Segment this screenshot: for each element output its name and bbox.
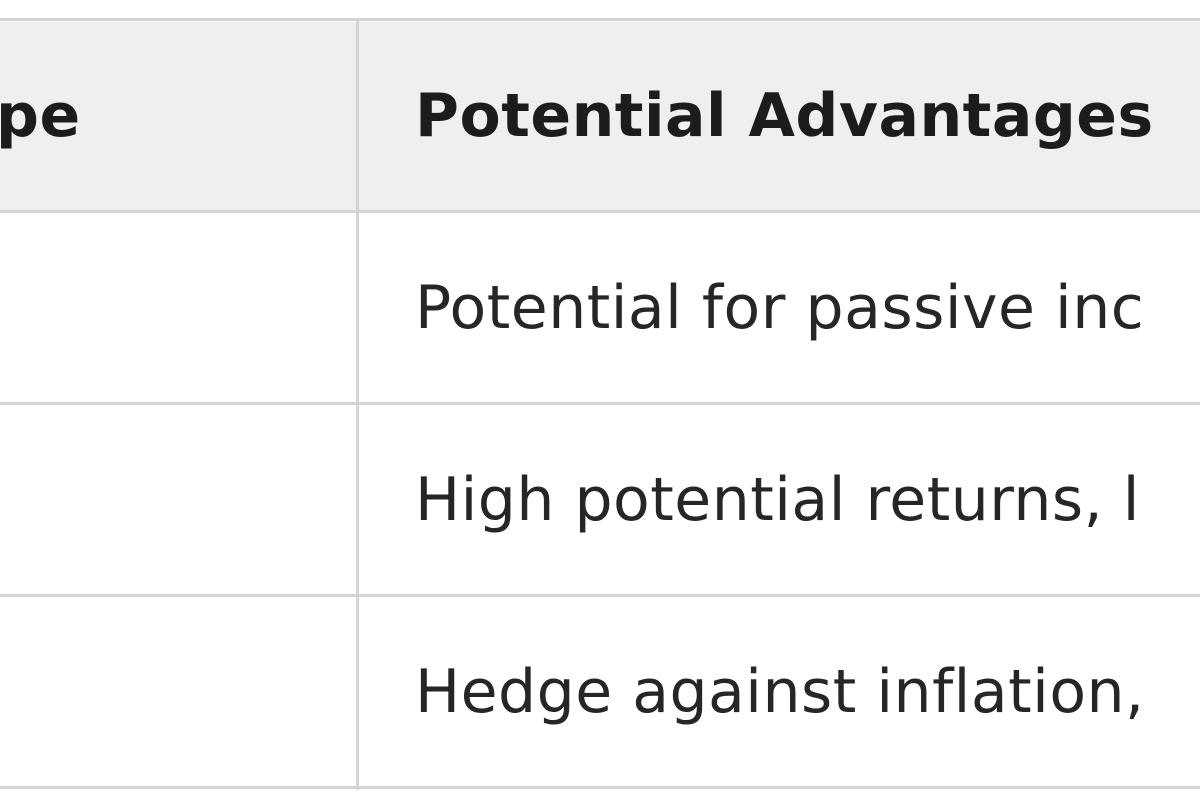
row-divider [0,402,1200,405]
table-cell-advantages: High potential returns, l [415,465,1140,535]
header-type: pe [0,81,81,151]
table-header-row [0,22,1200,210]
row-divider [0,594,1200,597]
table-top-border [0,18,1200,21]
table-cell-advantages: Potential for passive inc [415,273,1145,343]
table-bottom-border [0,786,1200,789]
row-divider [0,210,1200,213]
header-potential-advantages: Potential Advantages [415,81,1154,151]
table-cell-advantages: Hedge against inflation, [415,657,1145,727]
column-divider [356,20,359,790]
